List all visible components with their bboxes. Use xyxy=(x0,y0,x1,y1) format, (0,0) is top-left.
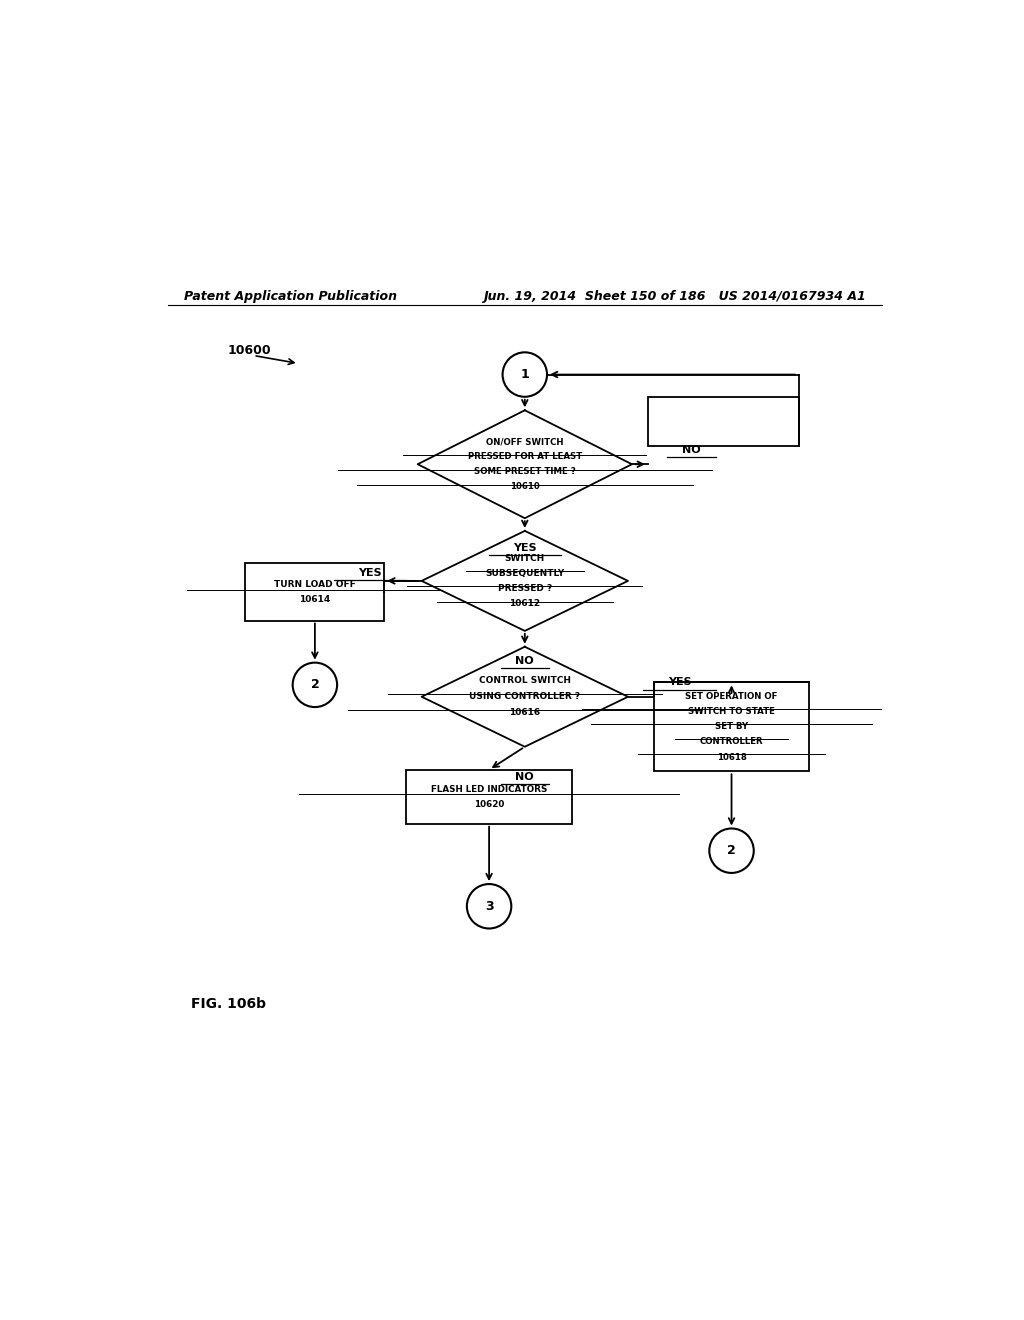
Text: YES: YES xyxy=(668,677,691,688)
Text: 2: 2 xyxy=(727,845,736,857)
Text: FIG. 106b: FIG. 106b xyxy=(191,997,266,1011)
Text: 10620: 10620 xyxy=(474,800,504,809)
Bar xyxy=(246,564,384,620)
Text: NO: NO xyxy=(515,772,535,781)
Text: 10610: 10610 xyxy=(510,482,540,491)
Text: Jun. 19, 2014  Sheet 150 of 186   US 2014/0167934 A1: Jun. 19, 2014 Sheet 150 of 186 US 2014/0… xyxy=(483,290,866,304)
Text: PRESSED FOR AT LEAST: PRESSED FOR AT LEAST xyxy=(468,453,582,461)
Text: SOME PRESET TIME ?: SOME PRESET TIME ? xyxy=(474,467,575,477)
Text: YES: YES xyxy=(358,568,382,578)
Text: CONTROL SWITCH: CONTROL SWITCH xyxy=(479,676,570,685)
Text: ON/OFF SWITCH: ON/OFF SWITCH xyxy=(486,437,563,446)
Text: 10614: 10614 xyxy=(299,595,331,605)
Text: USING CONTROLLER ?: USING CONTROLLER ? xyxy=(469,692,581,701)
Text: PRESSED ?: PRESSED ? xyxy=(498,583,552,593)
Text: 10618: 10618 xyxy=(717,752,746,762)
Text: SWITCH: SWITCH xyxy=(505,554,545,562)
Text: 3: 3 xyxy=(484,900,494,912)
Text: 10616: 10616 xyxy=(509,708,541,717)
Text: SWITCH TO STATE: SWITCH TO STATE xyxy=(688,708,775,717)
Text: Patent Application Publication: Patent Application Publication xyxy=(183,290,396,304)
Text: SUBSEQUENTLY: SUBSEQUENTLY xyxy=(485,569,564,578)
Bar xyxy=(406,770,572,824)
Text: NO: NO xyxy=(515,656,535,667)
Text: 10600: 10600 xyxy=(227,345,270,358)
Text: 10612: 10612 xyxy=(509,599,541,609)
Text: TURN LOAD OFF: TURN LOAD OFF xyxy=(274,579,355,589)
Bar xyxy=(654,682,809,771)
Text: SET OPERATION OF: SET OPERATION OF xyxy=(685,692,777,701)
Text: YES: YES xyxy=(513,544,537,553)
Text: CONTROLLER: CONTROLLER xyxy=(699,738,763,747)
Bar xyxy=(648,397,799,446)
Text: 2: 2 xyxy=(310,678,319,692)
Text: FLASH LED INDICATORS: FLASH LED INDICATORS xyxy=(431,784,547,793)
Text: 1: 1 xyxy=(520,368,529,381)
Text: NO: NO xyxy=(682,445,700,455)
Text: SET BY: SET BY xyxy=(715,722,749,731)
